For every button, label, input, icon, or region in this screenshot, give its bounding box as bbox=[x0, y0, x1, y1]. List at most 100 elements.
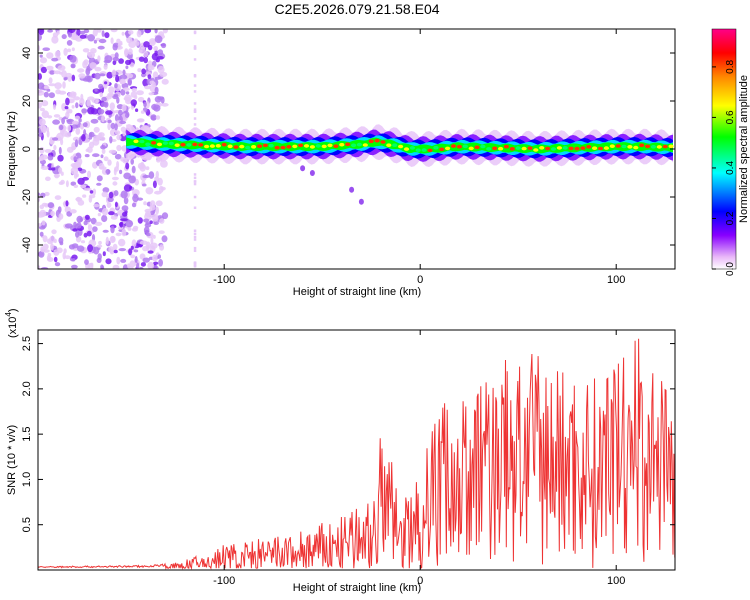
noise-blob bbox=[101, 115, 105, 123]
noise-blob bbox=[38, 223, 42, 227]
ridge-peak bbox=[533, 148, 539, 152]
spectrogram-xlabel: Height of straight line (km) bbox=[293, 286, 421, 298]
noise-blob bbox=[142, 183, 147, 187]
noise-blob bbox=[152, 234, 156, 239]
speck bbox=[358, 198, 364, 205]
noise-blob bbox=[71, 74, 76, 82]
noise-blob bbox=[53, 114, 61, 118]
noise-blob bbox=[114, 123, 118, 131]
noise-blob bbox=[57, 154, 64, 162]
ridge-peak bbox=[268, 143, 274, 148]
noise-blob bbox=[51, 57, 59, 62]
noise-blob bbox=[153, 46, 159, 51]
ridge-peak bbox=[274, 145, 280, 150]
noise-blob bbox=[57, 206, 62, 213]
snr-frame bbox=[37, 329, 676, 571]
noise-dot bbox=[193, 180, 197, 183]
noise-blob bbox=[42, 47, 50, 51]
noise-blob bbox=[143, 201, 147, 206]
noise-blob bbox=[134, 41, 140, 46]
noise-blob bbox=[109, 235, 116, 244]
noise-blob bbox=[153, 261, 159, 265]
noise-blob bbox=[64, 255, 71, 260]
noise-blob bbox=[119, 222, 123, 228]
noise-blob bbox=[96, 244, 103, 248]
noise-blob bbox=[69, 209, 77, 214]
noise-blob bbox=[96, 182, 102, 186]
noise-blob bbox=[45, 126, 50, 133]
noise-blob bbox=[110, 122, 116, 130]
ridge-peak bbox=[327, 143, 333, 148]
noise-blob bbox=[118, 58, 124, 64]
noise-blob bbox=[126, 263, 131, 269]
noise-blob bbox=[118, 238, 126, 247]
noise-blob bbox=[73, 184, 79, 188]
ridge-peak bbox=[174, 143, 180, 147]
noise-blob bbox=[98, 240, 102, 245]
noise-blob bbox=[84, 154, 90, 158]
noise-blob bbox=[54, 195, 62, 201]
noise-blob bbox=[105, 110, 113, 115]
noise-blob bbox=[38, 118, 46, 127]
noise-dot bbox=[193, 232, 197, 236]
ridge-peak bbox=[262, 143, 268, 148]
noise-blob bbox=[40, 66, 48, 74]
noise-blob bbox=[67, 31, 72, 38]
noise-blob bbox=[87, 170, 91, 179]
snr-series-line bbox=[38, 338, 675, 570]
noise-blob bbox=[80, 184, 87, 189]
noise-dot bbox=[193, 246, 197, 250]
noise-blob bbox=[81, 108, 88, 114]
noise-blob bbox=[94, 72, 101, 80]
noise-blob bbox=[128, 30, 134, 35]
noise-blob bbox=[65, 180, 69, 188]
noise-blob bbox=[54, 82, 62, 90]
noise-blob bbox=[75, 231, 80, 238]
noise-blob bbox=[83, 232, 88, 238]
noise-blob bbox=[162, 29, 168, 34]
noise-blob bbox=[67, 48, 72, 53]
noise-blob bbox=[143, 218, 150, 223]
speck bbox=[300, 165, 306, 172]
noise-blob bbox=[75, 102, 79, 109]
ridge-peak bbox=[215, 144, 221, 148]
y-tick-label: 0 bbox=[21, 146, 33, 152]
ridge-peak bbox=[392, 143, 398, 147]
noise-blob bbox=[67, 125, 72, 132]
noise-blob bbox=[158, 230, 165, 234]
noise-blob bbox=[118, 248, 127, 252]
ridge-peak bbox=[433, 145, 439, 150]
noise-blob bbox=[125, 113, 130, 118]
noise-blob bbox=[98, 38, 107, 44]
ridge-peak bbox=[339, 142, 345, 147]
noise-blob bbox=[104, 55, 113, 63]
noise-blob bbox=[161, 78, 169, 85]
colorbar-tick-label: 0.8 bbox=[725, 60, 736, 74]
ridge-peak bbox=[439, 147, 445, 152]
noise-blob bbox=[110, 29, 118, 33]
ridge-peak bbox=[292, 144, 298, 149]
noise-blob bbox=[127, 78, 132, 86]
ridge-peak bbox=[521, 146, 527, 151]
noise-blob bbox=[97, 45, 105, 50]
noise-blob bbox=[109, 136, 113, 144]
noise-blob bbox=[107, 122, 111, 131]
noise-blob bbox=[148, 171, 155, 179]
spectrogram-panel: -100 0 100 -40 -20 0 20 40 Height of straight l… bbox=[6, 28, 676, 298]
noise-blob bbox=[155, 206, 159, 215]
ridge-peak bbox=[180, 142, 186, 147]
noise-blob bbox=[70, 163, 79, 168]
noise-blob bbox=[92, 138, 100, 146]
ridge-peak bbox=[409, 146, 415, 150]
ridge-peak bbox=[568, 146, 574, 151]
speck bbox=[309, 170, 315, 176]
noise-blob bbox=[79, 97, 85, 106]
ridge-peak bbox=[209, 144, 215, 148]
noise-blob bbox=[102, 187, 110, 193]
ridge-peak bbox=[362, 143, 368, 147]
x-tick-label: 0 bbox=[417, 274, 423, 286]
noise-blob bbox=[125, 91, 130, 95]
noise-blob bbox=[46, 130, 50, 138]
figure-title: C2E5.2026.079.21.58.E04 bbox=[274, 1, 439, 17]
noise-blob bbox=[145, 166, 150, 171]
